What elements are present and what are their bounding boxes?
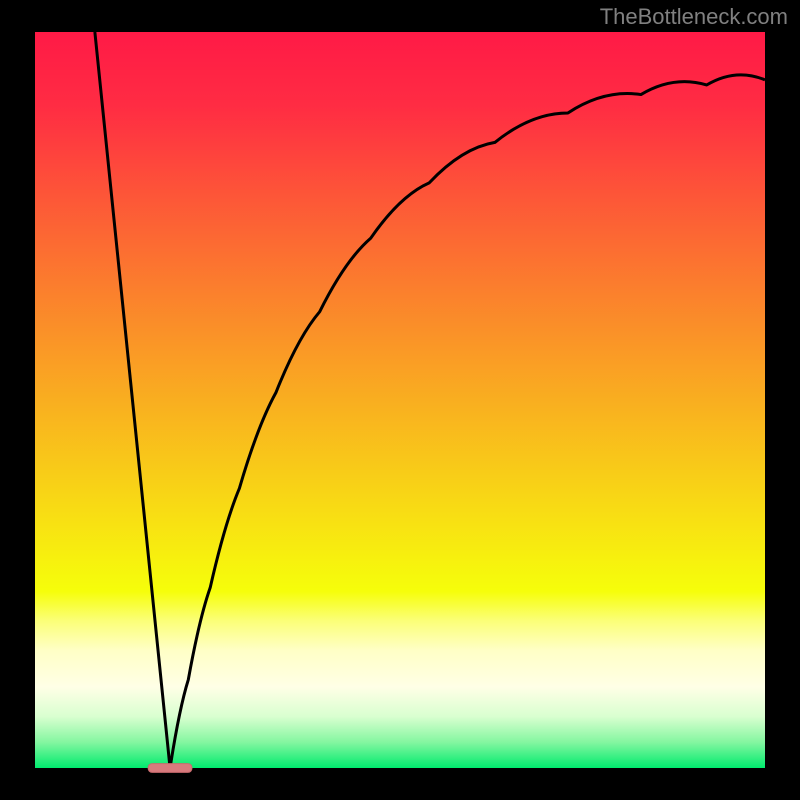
chart-stage: TheBottleneck.com — [0, 0, 800, 800]
optimal-point-marker — [148, 764, 192, 773]
chart-svg — [0, 0, 800, 800]
gradient-background — [35, 32, 765, 768]
watermark-text: TheBottleneck.com — [600, 4, 788, 30]
